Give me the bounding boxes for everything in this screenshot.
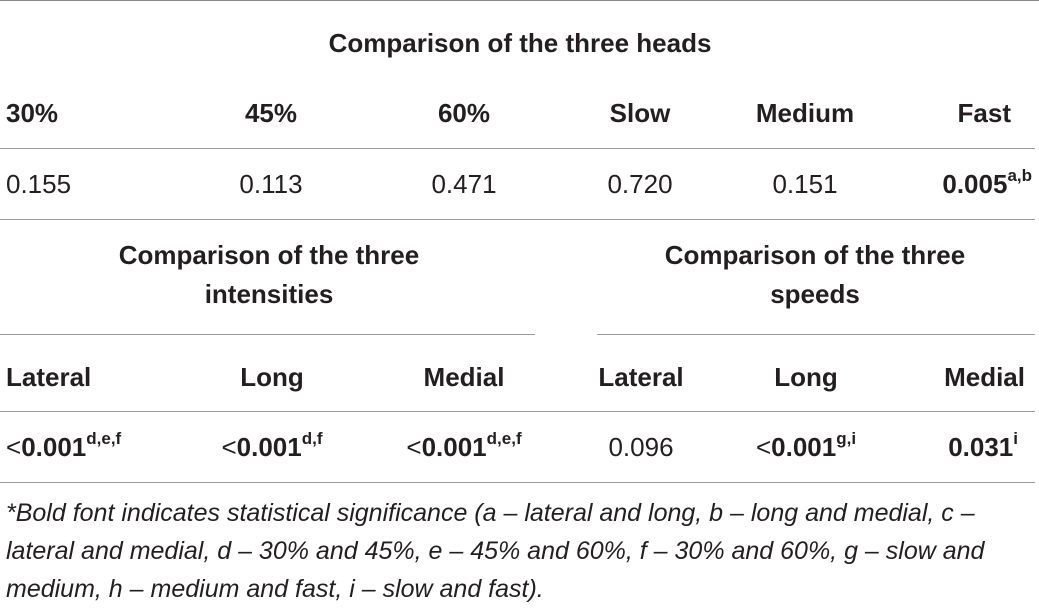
col-header-speed-long: Long [774,362,838,392]
speed-value-lateral: 0.096 [608,432,674,462]
heads-group-title: Comparison of the three heads [328,28,712,58]
heads-value-30: 0.155 [6,169,72,199]
intensity-value-medial: <0.001d,e,f [406,429,522,462]
col-header-intensity-long: Long [240,362,304,392]
intensities-group-title: Comparison of the three intensities [118,240,420,309]
heads-value-slow: 0.720 [607,169,673,199]
footnote-marker: g,i [836,429,857,448]
col-header-speed-medial: Medial [944,362,1025,392]
speed-value-medial: 0.031i [948,429,1018,462]
footnote-marker: d,f [301,429,323,448]
col-header-slow: Slow [609,98,671,128]
speeds-group-rule [597,334,1035,335]
table-top-rule [0,0,1039,1]
col-header-45: 45% [244,98,298,128]
footnote-marker: d,e,f [486,429,522,448]
col-header-intensity-lateral: Lateral [6,362,92,392]
table-footnote: *Bold font indicates statistical signifi… [6,499,985,603]
heads-value-fast: 0.005a,b [942,166,1032,199]
col-header-intensity-medial: Medial [423,362,505,392]
col-header-fast: Fast [957,98,1011,128]
col-header-60: 60% [437,98,491,128]
speeds-group-title: Comparison of the three speeds [664,240,966,309]
intensity-value-lateral: <0.001d,e,f [6,429,122,462]
lower-header-rule [0,411,1035,412]
intensity-value-long: <0.001d,f [221,429,323,462]
col-header-30: 30% [6,98,59,128]
heads-value-60: 0.471 [431,169,497,199]
footnote-marker: d,e,f [86,429,122,448]
footnote-marker: a,b [1007,166,1032,185]
heads-value-45: 0.113 [239,169,303,199]
col-header-medium: Medium [755,98,855,128]
intensities-group-rule [0,334,535,335]
speed-value-long: <0.001g,i [755,429,857,462]
heads-header-rule [0,148,1035,149]
heads-value-medium: 0.151 [772,169,838,199]
footnote-marker: i [1013,429,1018,448]
heads-bottom-rule [0,219,1035,220]
table-bottom-rule [0,482,1035,483]
col-header-speed-lateral: Lateral [598,362,684,392]
